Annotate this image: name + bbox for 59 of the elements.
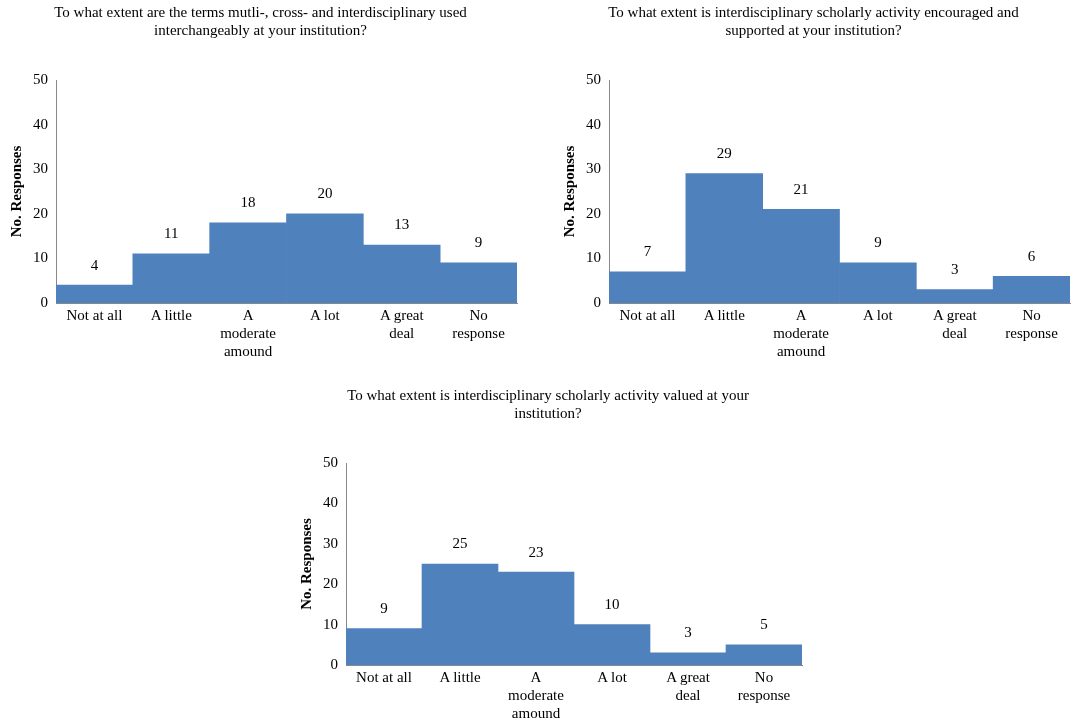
data-label: 23 xyxy=(528,543,544,560)
y-tick-label: 20 xyxy=(33,204,48,221)
x-tick-label: A moderate amound xyxy=(773,306,830,359)
data-label: 10 xyxy=(604,596,620,613)
x-tick-label: A great deal xyxy=(379,306,425,341)
x-tick-label: Not at all xyxy=(356,668,412,685)
x-tick-label: Not at all xyxy=(66,306,123,323)
y-tick-label: 50 xyxy=(323,453,338,470)
x-tick-label: No response xyxy=(1005,306,1059,341)
data-label: 7 xyxy=(643,243,652,260)
y-tick-label: 40 xyxy=(33,115,48,132)
x-tick-label: A little xyxy=(703,306,746,323)
y-tick-label: 10 xyxy=(586,249,601,266)
data-label: 21 xyxy=(793,180,809,197)
data-label: 3 xyxy=(951,261,959,278)
y-tick-label: 20 xyxy=(323,575,338,592)
x-tick-label: A lot xyxy=(310,306,341,323)
data-label: 9 xyxy=(874,234,882,251)
data-label: 3 xyxy=(684,624,692,641)
x-tick-label: No response xyxy=(452,306,506,341)
data-label: 9 xyxy=(474,234,483,251)
x-tick-label: A great deal xyxy=(932,306,978,341)
data-label: 5 xyxy=(760,616,768,633)
data-label: 11 xyxy=(164,225,179,242)
x-tick-label: A lot xyxy=(863,306,894,323)
data-label: 25 xyxy=(452,535,468,552)
y-tick-label: 0 xyxy=(593,293,601,310)
y-tick-label: 50 xyxy=(33,70,48,87)
y-tick-label: 20 xyxy=(586,204,601,221)
data-label: 29 xyxy=(716,145,732,162)
x-tick-label: A moderate amound xyxy=(508,668,565,721)
y-tick-label: 0 xyxy=(330,655,338,672)
y-tick-label: 50 xyxy=(586,70,601,87)
y-tick-label: 30 xyxy=(323,534,338,551)
x-tick-label: A great deal xyxy=(666,668,711,703)
y-axis-title: No. Responses xyxy=(7,145,24,238)
x-tick-label: A moderate amound xyxy=(220,306,277,359)
chart-title: To what extent is interdisciplinary scholarly activity valued at your institution? xyxy=(347,386,749,421)
data-label: 13 xyxy=(394,216,410,233)
y-tick-label: 40 xyxy=(586,115,601,132)
x-tick-label: A little xyxy=(439,668,481,685)
y-axis-title: No. Responses xyxy=(560,145,577,238)
y-tick-label: 0 xyxy=(40,293,48,310)
y-tick-label: 10 xyxy=(323,615,338,632)
y-tick-label: 30 xyxy=(33,160,48,177)
data-label: 9 xyxy=(380,600,388,617)
y-axis-title: No. Responses xyxy=(297,518,314,610)
data-label: 4 xyxy=(90,256,99,273)
data-label: 18 xyxy=(240,194,256,211)
x-tick-label: No response xyxy=(737,668,791,703)
y-tick-label: 10 xyxy=(33,249,48,266)
y-tick-label: 30 xyxy=(586,160,601,177)
chart-title: To what extent are the terms mutli-, cross- and interdisciplinary used interchangeably at your institution? xyxy=(54,3,468,38)
y-tick-label: 40 xyxy=(323,494,338,511)
chart-title: To what extent is interdisciplinary scholarly activity encouraged and supported at your institution? xyxy=(608,3,1020,38)
x-tick-label: A little xyxy=(150,306,193,323)
x-tick-label: Not at all xyxy=(619,306,676,323)
x-tick-label: A lot xyxy=(597,668,628,685)
data-label: 6 xyxy=(1027,247,1036,264)
